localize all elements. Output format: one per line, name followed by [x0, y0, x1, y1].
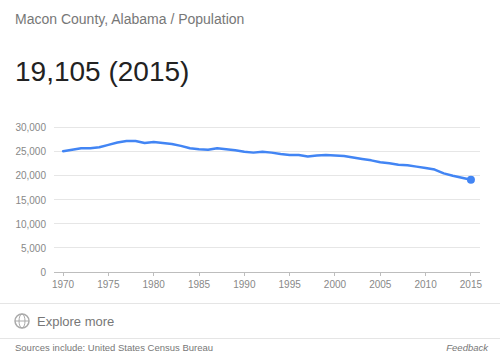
x-tick-label: 1970 [52, 279, 75, 290]
globe-icon[interactable] [15, 314, 29, 328]
x-tick-label: 1980 [143, 279, 166, 290]
subtitle: Macon County, Alabama / Population [15, 11, 244, 27]
x-tick [244, 272, 245, 276]
title: 19,105 (2015) [15, 56, 189, 87]
grid-line [54, 272, 480, 273]
grid-line [54, 175, 480, 176]
source: Sources include: United States Census Bu… [15, 342, 213, 353]
x-tick [63, 272, 64, 276]
x-tick [425, 272, 426, 276]
x-tick-label: 2005 [369, 279, 392, 290]
grid-line [54, 247, 480, 248]
y-tick-label: 0 [40, 267, 46, 278]
x-tick-label: 1985 [188, 279, 211, 290]
y-tick-label: 30,000 [15, 122, 46, 133]
y-tick-label: 10,000 [15, 219, 46, 230]
x-tick-label: 2000 [324, 279, 347, 290]
x-tick-label: 1990 [233, 279, 256, 290]
population-line [63, 141, 471, 180]
x-tick-label: 2010 [414, 279, 437, 290]
y-tick-label: 15,000 [15, 195, 46, 206]
x-tick-label: 1975 [97, 279, 120, 290]
x-tick-label: 2015 [460, 279, 483, 290]
explore-more[interactable]: Explore more [37, 314, 114, 329]
x-tick-label: 1995 [279, 279, 302, 290]
axes: 0 5,000 10,000 15,000 20,000 25,000 30,000 1970… [15, 122, 482, 290]
feedback[interactable]: Feedback [446, 342, 489, 353]
x-tick [108, 272, 109, 276]
grid-line [54, 127, 480, 128]
grid-line [54, 223, 480, 224]
chart: Macon County, Alabama / Population 19,105… [0, 0, 500, 356]
separator [0, 338, 500, 339]
plot-area [63, 141, 475, 184]
grid-line [54, 199, 480, 200]
y-tick-label: 5,000 [21, 243, 46, 254]
x-tick [153, 272, 154, 276]
y-tick-label: 20,000 [15, 170, 46, 181]
separator [0, 303, 500, 304]
x-axis-line [54, 272, 480, 273]
x-tick [199, 272, 200, 276]
x-tick [380, 272, 381, 276]
x-tick [289, 272, 290, 276]
x-tick [334, 272, 335, 276]
x-tick [470, 272, 471, 276]
end-point [467, 176, 475, 184]
y-tick-label: 25,000 [15, 146, 46, 157]
